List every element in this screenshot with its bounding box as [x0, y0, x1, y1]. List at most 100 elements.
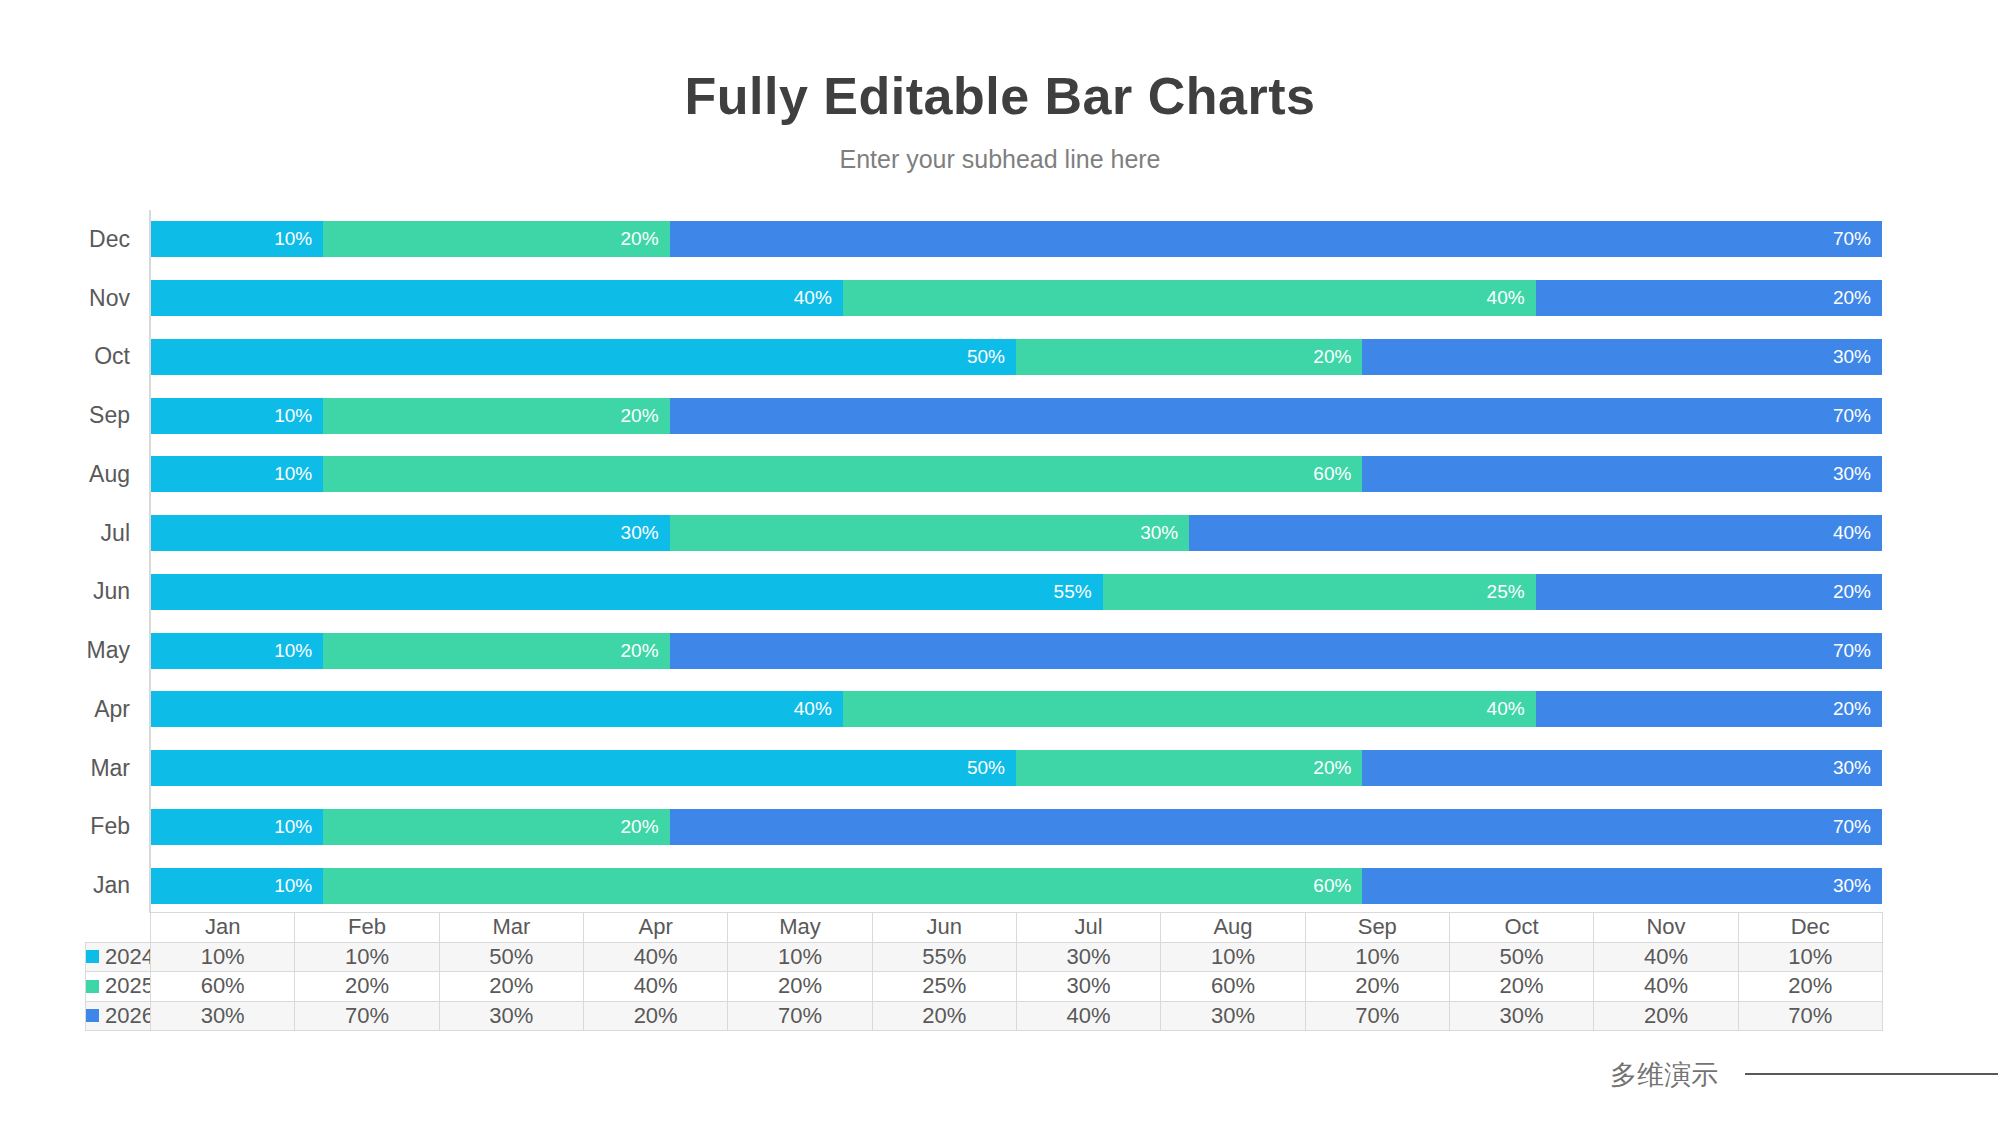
bar-segment-label: 20%	[621, 405, 670, 427]
bar-segment-2024: 10%	[150, 398, 323, 434]
table-value-cell: 10%	[151, 942, 295, 972]
data-table: JanFebMarAprMayJunJulAugSepOctNovDec2024…	[85, 912, 1883, 1031]
table-value-cell: 10%	[728, 942, 872, 972]
bar-track: 40%40%20%	[150, 280, 1882, 316]
bar-track: 10% 20% 70%	[150, 398, 1882, 434]
bar-segment-label: 50%	[967, 346, 1016, 368]
bar-track: 55% 25%20%	[150, 574, 1882, 610]
bar-segment-label: 60%	[1313, 463, 1362, 485]
bar-segment-label: 30%	[1833, 757, 1882, 779]
bar-segment-2026: 20%	[1536, 691, 1882, 727]
bar-segment-label: 10%	[274, 875, 323, 897]
bar-track: 10% 60% 30%	[150, 456, 1882, 492]
bar-segment-label: 10%	[274, 463, 323, 485]
bar-track: 10% 60%30%	[150, 868, 1882, 904]
table-value-cell: 70%	[728, 1001, 872, 1031]
table-value-cell: 50%	[439, 942, 583, 972]
bar-segment-2026: 30%	[1362, 456, 1882, 492]
bar-row-may: May10%20%70%	[0, 621, 1882, 680]
bar-segment-2024: 40%	[150, 280, 843, 316]
bar-segment-label: 20%	[1313, 346, 1362, 368]
bar-segment-2025: 20%	[1016, 339, 1362, 375]
bar-segment-label: 10%	[274, 228, 323, 250]
bar-track: 40%40%20%	[150, 691, 1882, 727]
bar-segment-label: 20%	[1833, 698, 1882, 720]
bar-segment-label: 10%	[274, 405, 323, 427]
table-header-cell: Oct	[1449, 913, 1593, 943]
table-header-row: JanFebMarAprMayJunJulAugSepOctNovDec	[86, 913, 1883, 943]
legend-cell: 2025	[86, 972, 151, 1002]
table-corner-cell	[86, 913, 151, 943]
legend-swatch-icon	[86, 980, 99, 993]
table-header-cell: Aug	[1161, 913, 1305, 943]
bar-segment-label: 30%	[1833, 463, 1882, 485]
table-value-cell: 40%	[1594, 972, 1738, 1002]
bar-segment-label: 20%	[1833, 287, 1882, 309]
table-header-cell: Mar	[439, 913, 583, 943]
table-value-cell: 40%	[1594, 942, 1738, 972]
table-value-cell: 20%	[1738, 972, 1882, 1002]
table-header-cell: May	[728, 913, 872, 943]
bar-row-apr: Apr40%40%20%	[0, 680, 1882, 739]
table-series-row-2024: 202410%10%50%40%10%55%30%10%10%50%40%10%	[86, 942, 1883, 972]
bar-row-jul: Jul30%30%40%	[0, 504, 1882, 563]
table-value-cell: 20%	[583, 1001, 727, 1031]
category-label: Sep	[0, 402, 150, 429]
table-value-cell: 20%	[872, 1001, 1016, 1031]
table-header-cell: Jan	[151, 913, 295, 943]
table-header-cell: Jun	[872, 913, 1016, 943]
bar-row-oct: Oct50%20%30%	[0, 328, 1882, 387]
bar-row-aug: Aug10%60%30%	[0, 445, 1882, 504]
bar-segment-2025: 30%	[670, 515, 1190, 551]
legend-cell: 2026	[86, 1001, 151, 1031]
table-value-cell: 40%	[583, 942, 727, 972]
bar-track: 10%20%70%	[150, 221, 1882, 257]
category-label: Jul	[0, 520, 150, 547]
table-header-cell: Feb	[295, 913, 439, 943]
table-header-cell: Sep	[1305, 913, 1449, 943]
bar-segment-2026: 20%	[1536, 280, 1882, 316]
bar-segment-label: 40%	[794, 698, 843, 720]
table-value-cell: 25%	[872, 972, 1016, 1002]
table-value-cell: 30%	[151, 1001, 295, 1031]
page-subtitle: Enter your subhead line here	[0, 145, 2000, 174]
legend-cell: 2024	[86, 942, 151, 972]
category-label: Oct	[0, 343, 150, 370]
bar-segment-label: 25%	[1487, 581, 1536, 603]
page-title: Fully Editable Bar Charts	[0, 66, 2000, 126]
category-label: Mar	[0, 755, 150, 782]
bar-segment-2026: 20%	[1536, 574, 1882, 610]
table-value-cell: 20%	[1594, 1001, 1738, 1031]
bar-segment-label: 10%	[274, 816, 323, 838]
bar-row-dec: Dec10%20%70%	[0, 210, 1882, 269]
bar-segment-2025: 60%	[323, 456, 1362, 492]
table-value-cell: 60%	[1161, 972, 1305, 1002]
table-value-cell: 70%	[1738, 1001, 1882, 1031]
table-value-cell: 70%	[295, 1001, 439, 1031]
bar-segment-label: 70%	[1833, 640, 1882, 662]
bar-track: 30%30%40%	[150, 515, 1882, 551]
bar-segment-label: 20%	[621, 640, 670, 662]
bar-segment-2026: 70%	[670, 221, 1882, 257]
table-value-cell: 40%	[1016, 1001, 1160, 1031]
bar-segment-label: 70%	[1833, 405, 1882, 427]
bar-row-jun: Jun55%25%20%	[0, 563, 1882, 622]
table-header-cell: Nov	[1594, 913, 1738, 943]
category-axis-line	[149, 210, 151, 915]
bar-row-mar: Mar50%20%30%	[0, 739, 1882, 798]
bar-segment-2025: 20%	[323, 221, 669, 257]
bar-segment-2026: 70%	[670, 398, 1882, 434]
bar-segment-2024: 40%	[150, 691, 843, 727]
legend-year-label: 2026	[105, 1003, 151, 1028]
table-value-cell: 20%	[295, 972, 439, 1002]
bar-segment-label: 55%	[1054, 581, 1103, 603]
table-value-cell: 20%	[439, 972, 583, 1002]
table-value-cell: 10%	[295, 942, 439, 972]
bar-segment-label: 70%	[1833, 816, 1882, 838]
category-label: Nov	[0, 285, 150, 312]
bar-segment-2026: 30%	[1362, 868, 1882, 904]
table-value-cell: 20%	[728, 972, 872, 1002]
bar-segment-label: 60%	[1313, 875, 1362, 897]
table-value-cell: 20%	[1449, 972, 1593, 1002]
bar-track: 50%20%30%	[150, 339, 1882, 375]
